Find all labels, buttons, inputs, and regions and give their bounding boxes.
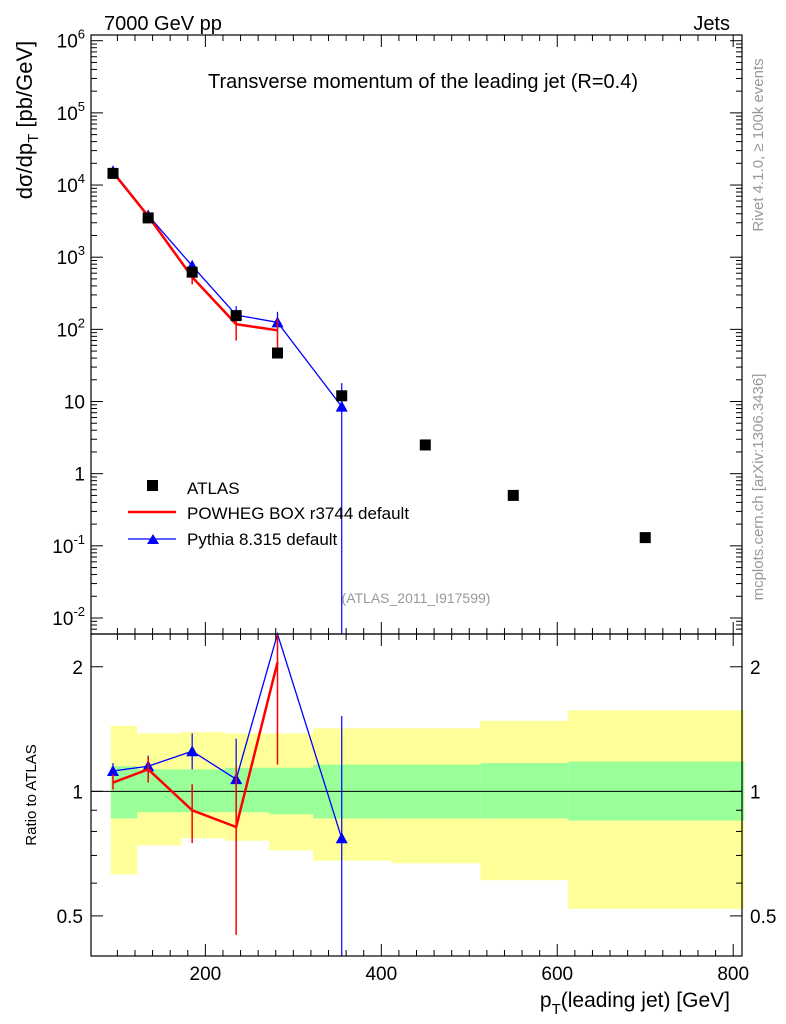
- pythia-point: [335, 400, 348, 412]
- main-title: Transverse momentum of the leading jet (…: [208, 71, 638, 93]
- legend-powheg-label: POWHEG BOX r3744 default: [187, 504, 409, 523]
- legend-pythia-marker: [147, 534, 159, 544]
- atlas-point: [107, 167, 119, 179]
- ratio-pythia-point: [335, 832, 348, 844]
- ratio-pythia-point: [106, 764, 119, 776]
- ratio-bands-layer: [91, 710, 745, 909]
- ratio-y-tick-label: 1: [72, 782, 83, 803]
- x-axis-label: pT(leading jet) [GeV]: [540, 989, 730, 1018]
- x-tick-label: 800: [717, 964, 749, 985]
- rivet-note: Rivet 4.1.0, ≥ 100k events: [750, 58, 767, 231]
- legend: ATLAS POWHEG BOX r3744 default Pythia 8.…: [128, 479, 409, 549]
- main-y-tick-label: 103: [57, 243, 85, 269]
- main-y-label: dσ/dpT [pb/GeV]: [12, 41, 42, 200]
- powheg-line: [112, 171, 278, 332]
- ratio-powheg-line: [112, 662, 279, 829]
- analysis-id: (ATLAS_2011_I917599): [342, 590, 491, 606]
- main-y-tick-label: 10-1: [52, 532, 85, 558]
- main-y-tick-label: 105: [57, 99, 85, 125]
- ratio-y-tick-label-right: 2: [750, 658, 761, 679]
- atlas-point: [272, 347, 284, 359]
- x-tick-label: 400: [365, 964, 397, 985]
- legend-atlas-label: ATLAS: [187, 479, 240, 498]
- legend-atlas-marker: [147, 480, 158, 491]
- ratio-y-label: Ratio to ATLAS: [23, 744, 40, 845]
- main-series-layer: [106, 165, 651, 634]
- atlas-point: [507, 489, 519, 501]
- ratio-band-segment: [137, 769, 182, 813]
- atlas-point: [639, 532, 651, 544]
- ratio-y-tick-label: 0.5: [57, 907, 83, 928]
- atlas-point: [230, 310, 242, 322]
- atlas-point: [336, 390, 348, 402]
- header-right: Jets: [693, 13, 730, 35]
- main-y-tick-label: 106: [57, 27, 85, 53]
- pythia-line: [112, 170, 343, 407]
- main-y-tick-label: 1: [74, 465, 85, 486]
- main-y-tick-label: 10: [64, 393, 85, 414]
- ratio-y-tick-label-right: 0.5: [750, 907, 776, 928]
- ratio-band-segment: [225, 767, 270, 813]
- x-tick-label: 600: [541, 964, 573, 985]
- main-y-tick-label: 102: [57, 315, 85, 341]
- legend-pythia-label: Pythia 8.315 default: [187, 530, 338, 549]
- atlas-point: [419, 439, 431, 451]
- header-left: 7000 GeV pp: [104, 13, 222, 35]
- atlas-point: [142, 212, 154, 224]
- ratio-pythia-line: [112, 631, 343, 839]
- x-tick-label: 200: [190, 964, 222, 985]
- atlas-point: [186, 266, 198, 278]
- ratio-band-segment: [480, 763, 569, 819]
- ratio-band-segment: [181, 769, 226, 813]
- ratio-ticks-layer: 0.5 0.5 1 1 2 2 200 400 600 800: [57, 634, 776, 985]
- ratio-y-tick-label: 2: [72, 658, 83, 679]
- mcplots-note: mcplots.cern.ch [arXiv:1306.3436]: [750, 374, 767, 601]
- main-y-tick-label: 104: [57, 171, 85, 197]
- main-y-tick-label: 10-2: [52, 604, 85, 630]
- ratio-series-layer: [106, 631, 348, 956]
- ratio-y-tick-label-right: 1: [750, 782, 761, 803]
- ratio-pythia-point: [186, 745, 199, 757]
